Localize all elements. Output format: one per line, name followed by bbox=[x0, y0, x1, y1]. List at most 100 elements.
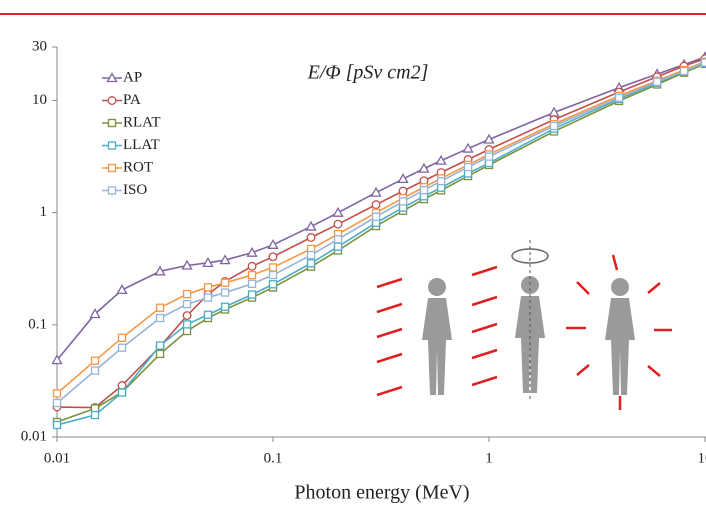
series-line bbox=[56, 56, 706, 361]
x-tick-label: 0.01 bbox=[44, 450, 70, 466]
data-point bbox=[220, 288, 230, 297]
data-point bbox=[181, 259, 193, 270]
data-point bbox=[333, 235, 343, 244]
data-point bbox=[51, 354, 63, 365]
data-point bbox=[117, 343, 127, 352]
data-point bbox=[154, 265, 166, 276]
data-point bbox=[117, 388, 127, 397]
data-point bbox=[182, 320, 192, 329]
y-tick-label: 0.01 bbox=[21, 428, 47, 444]
data-point bbox=[89, 308, 101, 319]
series-line bbox=[56, 57, 706, 409]
series-line bbox=[56, 63, 706, 423]
data-point bbox=[306, 250, 316, 260]
figure bbox=[605, 278, 635, 395]
data-point bbox=[268, 252, 278, 262]
x-tick-label: 0.1 bbox=[264, 450, 283, 466]
data-point bbox=[614, 93, 624, 102]
x-axis-label: Photon energy (MeV) bbox=[294, 482, 469, 504]
data-point bbox=[182, 311, 192, 321]
data-point bbox=[52, 420, 62, 430]
y-tick-label: 1 bbox=[40, 204, 48, 220]
y-tick-label: 10 bbox=[32, 92, 47, 108]
data-point bbox=[90, 366, 100, 375]
data-point bbox=[418, 162, 430, 173]
data-point bbox=[333, 242, 343, 251]
data-point bbox=[370, 186, 382, 197]
legend-label: ISO bbox=[123, 182, 147, 198]
legend-label: AP bbox=[123, 69, 142, 85]
figure bbox=[515, 276, 545, 393]
x-tick-label: 10 bbox=[698, 450, 706, 466]
chart-title: E/Φ [pSv cm2] bbox=[307, 62, 429, 84]
data-point bbox=[90, 410, 100, 420]
y-tick-label: 0.1 bbox=[28, 316, 47, 332]
data-point bbox=[268, 280, 278, 289]
legend-marker bbox=[107, 118, 117, 128]
data-point bbox=[182, 289, 192, 299]
figure bbox=[422, 278, 452, 395]
irradiation-illustration bbox=[376, 240, 672, 410]
data-point bbox=[247, 270, 257, 280]
data-point bbox=[246, 246, 258, 257]
legend-label: PA bbox=[123, 92, 141, 108]
data-point bbox=[700, 58, 706, 67]
data-point bbox=[306, 259, 316, 268]
data-point bbox=[219, 254, 231, 265]
x-tick-label: 1 bbox=[485, 450, 493, 466]
series-line bbox=[56, 62, 706, 426]
data-point bbox=[247, 261, 257, 271]
data-point bbox=[397, 173, 409, 184]
data-point bbox=[549, 121, 559, 131]
data-point bbox=[398, 186, 408, 196]
data-point bbox=[268, 263, 278, 272]
series bbox=[52, 58, 706, 408]
data-point bbox=[155, 349, 165, 359]
data-point bbox=[155, 341, 165, 350]
data-point bbox=[652, 77, 662, 86]
data-point bbox=[202, 257, 214, 267]
data-point bbox=[333, 219, 343, 229]
data-point bbox=[419, 185, 429, 195]
legend-label: LLAT bbox=[123, 137, 160, 153]
data-point bbox=[203, 283, 213, 292]
legend-marker bbox=[107, 96, 117, 105]
data-point bbox=[332, 206, 344, 217]
data-point bbox=[371, 200, 381, 210]
data-point bbox=[116, 284, 128, 295]
data-point bbox=[117, 333, 127, 342]
legend-label: ROT bbox=[123, 159, 153, 175]
data-point bbox=[436, 177, 446, 186]
data-point bbox=[371, 212, 381, 221]
legend-label: RLAT bbox=[123, 114, 161, 130]
data-point bbox=[305, 220, 317, 231]
legend-marker bbox=[107, 186, 117, 195]
data-point bbox=[398, 197, 408, 206]
data-point bbox=[182, 299, 192, 309]
data-point bbox=[484, 152, 494, 161]
data-point bbox=[267, 238, 279, 249]
data-point bbox=[463, 162, 473, 172]
data-point bbox=[435, 154, 447, 165]
data-point bbox=[90, 356, 100, 365]
data-point bbox=[220, 302, 230, 311]
data-point bbox=[679, 66, 689, 76]
series bbox=[51, 51, 706, 365]
data-point bbox=[182, 326, 192, 336]
data-point bbox=[90, 404, 100, 413]
data-point bbox=[203, 310, 213, 319]
legend-marker bbox=[107, 163, 117, 173]
y-tick-label: 30 bbox=[32, 38, 47, 54]
data-point bbox=[220, 278, 230, 287]
data-point bbox=[203, 293, 213, 302]
data-point bbox=[247, 290, 257, 299]
data-point bbox=[155, 303, 165, 312]
series bbox=[52, 54, 706, 413]
data-point bbox=[306, 233, 316, 242]
series-line bbox=[56, 60, 706, 394]
data-point bbox=[462, 142, 474, 153]
data-point bbox=[268, 270, 278, 280]
data-point bbox=[247, 279, 257, 288]
series-line bbox=[56, 61, 706, 404]
